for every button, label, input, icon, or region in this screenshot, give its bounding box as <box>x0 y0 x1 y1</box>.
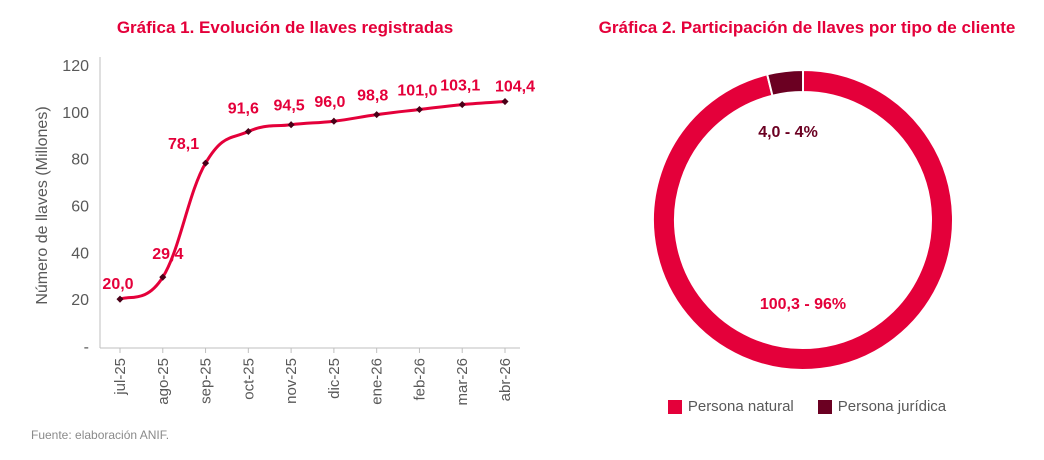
data-label: 94,5 <box>274 98 305 115</box>
y-tick-label: 20 <box>71 292 89 309</box>
legend-label-natural: Persona natural <box>687 398 794 415</box>
line-chart: - 20 40 60 80 100 120 Número de llaves (Millone… <box>34 57 535 406</box>
y-tick-label: 40 <box>71 245 89 262</box>
data-point-marker <box>373 111 381 119</box>
x-tick-label: ago-25 <box>155 358 172 405</box>
donut-slice-juridica <box>765 68 804 97</box>
donut-legend: Persona natural Persona jurídica <box>570 398 1044 415</box>
legend-swatch-juridica <box>817 399 832 414</box>
data-point-marker <box>287 121 295 129</box>
line-chart-title: Gráfica 1. Evolución de llaves registrad… <box>116 18 454 37</box>
x-tick-label: nov-25 <box>283 358 300 404</box>
data-point-marker <box>330 117 338 125</box>
y-axis-label: Número de llaves (Millones) <box>34 106 51 304</box>
x-tick-label: jul-25 <box>112 358 129 396</box>
donut-label-natural: 100,3 - 96% <box>760 296 846 313</box>
data-label: 91,6 <box>228 101 259 118</box>
y-tick-label: 100 <box>62 105 89 122</box>
donut-chart-title: Gráfica 2. Participación de llaves por t… <box>598 18 1016 37</box>
y-tick-label: 80 <box>71 152 89 169</box>
data-point-marker <box>244 127 252 136</box>
data-point-marker <box>415 105 423 114</box>
data-label: 103,1 <box>440 78 480 95</box>
data-label: 96,0 <box>314 94 345 111</box>
legend-label-juridica: Persona jurídica <box>837 398 947 415</box>
x-tick-label: sep-25 <box>198 358 215 404</box>
data-point-marker <box>501 97 509 106</box>
data-label: 20,0 <box>102 276 133 293</box>
x-tick-label: ene-26 <box>369 358 386 405</box>
data-point-marker <box>116 295 124 303</box>
source-note: Fuente: elaboración ANIF. <box>31 428 170 442</box>
data-label: 78,1 <box>168 136 199 153</box>
series-line <box>119 100 506 301</box>
x-tick-label: oct-25 <box>240 358 257 400</box>
data-label: 104,4 <box>495 79 535 96</box>
legend-item-natural: Persona natural <box>667 398 794 415</box>
data-point-marker <box>159 273 167 281</box>
x-tick-label: abr-26 <box>497 358 514 401</box>
x-tick-label: dic-25 <box>326 358 343 399</box>
y-tick-label: 120 <box>62 58 89 75</box>
legend-swatch-natural <box>667 399 682 414</box>
donut-label-juridica: 4,0 - 4% <box>758 124 818 141</box>
data-point-marker <box>458 101 466 109</box>
legend-item-juridica: Persona jurídica <box>817 398 947 415</box>
data-label: 29,4 <box>152 246 183 263</box>
y-tick-label: 60 <box>71 199 89 216</box>
y-tick-label: - <box>84 339 89 356</box>
donut-chart: 100,3 - 96% 4,0 - 4% <box>652 68 954 371</box>
data-point-marker <box>202 159 210 167</box>
data-label: 101,0 <box>397 82 437 99</box>
data-label: 98,8 <box>357 88 388 105</box>
donut-slice-natural <box>652 68 954 371</box>
x-tick-label: feb-26 <box>411 358 428 401</box>
x-tick-label: mar-26 <box>454 358 471 406</box>
